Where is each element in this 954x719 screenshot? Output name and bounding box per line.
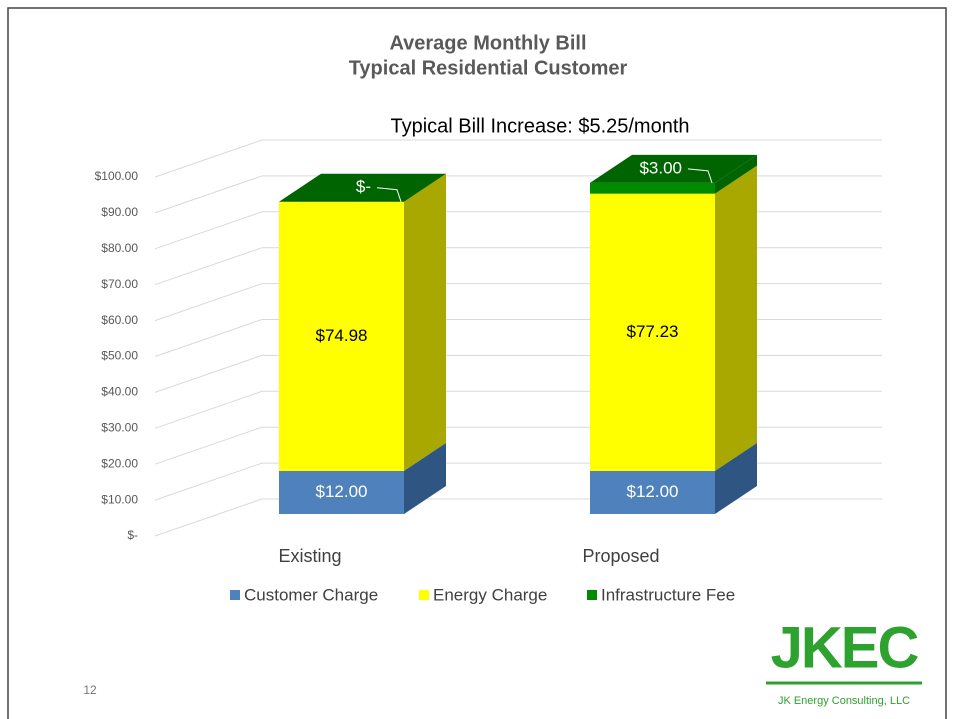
bar-segment (590, 470, 715, 514)
grid-line (154, 426, 882, 465)
y-tick-label: $50.00 (101, 349, 138, 363)
bar-side (715, 442, 757, 514)
y-tick-label: $30.00 (101, 420, 138, 434)
value-label: $3.00 (639, 158, 682, 177)
slide-border (7, 7, 947, 719)
grid-line (154, 390, 882, 429)
value-label: $12.00 (316, 482, 368, 501)
value-label: $77.23 (627, 322, 679, 341)
grid-line (154, 498, 882, 537)
grid-line (154, 175, 882, 214)
y-tick-label: $90.00 (101, 205, 138, 219)
legend-label: Energy Charge (433, 585, 547, 604)
y-tick-label: $10.00 (101, 492, 138, 506)
value-label: $12.00 (627, 482, 679, 501)
grid-line (154, 211, 882, 250)
legend-swatch (419, 590, 429, 600)
y-tick-label: $- (127, 528, 138, 542)
y-tick-label: $80.00 (101, 241, 138, 255)
bar-segment (279, 470, 404, 514)
y-tick-label: $60.00 (101, 313, 138, 327)
x-tick-label: Existing (278, 546, 341, 566)
slide-number: 12 (83, 683, 97, 697)
x-tick-label: Proposed (582, 546, 659, 566)
grid-line (154, 462, 882, 501)
legend-swatch (587, 590, 597, 600)
bar-segment (590, 182, 715, 194)
value-label: $74.98 (316, 326, 368, 345)
legend-swatch (230, 590, 240, 600)
bar-segment (590, 193, 715, 471)
y-tick-label: $40.00 (101, 385, 138, 399)
annotation: Typical Bill Increase: $5.25/month (390, 115, 689, 137)
logo-mark: JKEC (771, 615, 919, 680)
leader-line (687, 168, 713, 184)
y-tick-label: $100.00 (95, 169, 139, 183)
grid-line (154, 319, 882, 357)
grid-line (154, 247, 882, 286)
logo-company: JK Energy Consulting, LLC (778, 695, 910, 707)
grid-line (154, 283, 882, 322)
bar-top (279, 173, 446, 202)
bar-side (404, 173, 446, 471)
bar-side (715, 165, 757, 471)
grid-line (154, 354, 882, 393)
bar-side (715, 154, 757, 194)
bar-segment (279, 201, 404, 471)
chart-title: Average Monthly Bill (389, 32, 586, 54)
y-tick-label: $20.00 (101, 456, 138, 470)
leader-line (376, 187, 402, 202)
legend-label: Customer Charge (244, 585, 378, 604)
bar-side (404, 442, 446, 514)
grid-line (154, 139, 882, 178)
value-label: $- (356, 177, 371, 196)
chart-subtitle: Typical Residential Customer (349, 57, 628, 79)
legend-label: Infrastructure Fee (601, 585, 735, 604)
bar-top (590, 154, 757, 183)
y-tick-label: $70.00 (101, 277, 138, 291)
